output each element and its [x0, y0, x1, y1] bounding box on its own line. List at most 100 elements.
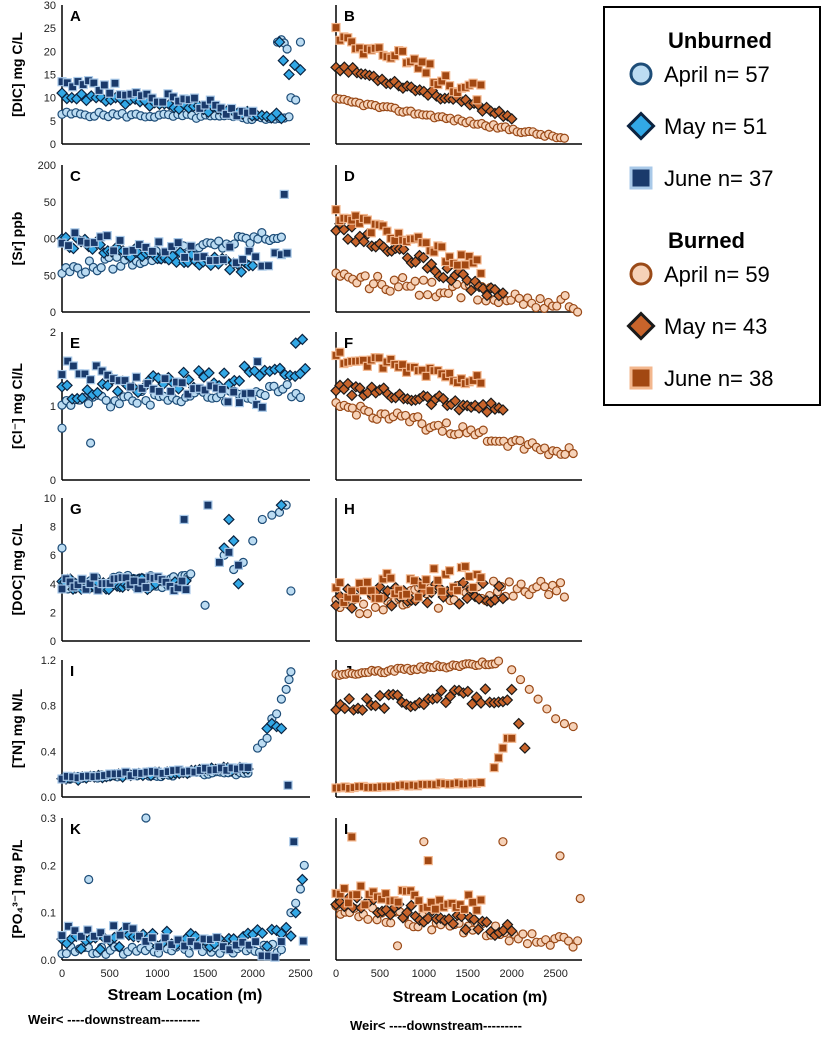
- data-point: [262, 733, 272, 743]
- data-point: [423, 855, 433, 866]
- data-point: [480, 916, 493, 928]
- data-point: [282, 248, 292, 258]
- data-point: [110, 78, 120, 88]
- data-point: [154, 237, 164, 247]
- data-point: [427, 925, 437, 935]
- data-point: [77, 574, 87, 584]
- data-point: [96, 928, 106, 938]
- data-point: [233, 375, 246, 387]
- data-point: [493, 753, 504, 763]
- data-point: [472, 905, 482, 915]
- y-tick-label: 8: [50, 522, 56, 534]
- data-point: [137, 383, 147, 394]
- data-point: [263, 261, 274, 271]
- panel-letter-G: G: [70, 501, 82, 518]
- data-point: [339, 883, 349, 894]
- data-point: [464, 571, 474, 582]
- data-point: [141, 813, 151, 823]
- data-point: [429, 564, 439, 574]
- data-point: [221, 109, 231, 119]
- data-point: [227, 535, 240, 547]
- data-point: [524, 684, 534, 694]
- legend-marker-unburned-may: [626, 111, 656, 141]
- data-point: [456, 293, 466, 303]
- data-point: [296, 873, 309, 886]
- data-point: [385, 286, 395, 296]
- data-point: [430, 904, 441, 914]
- data-point: [284, 112, 294, 122]
- data-point: [545, 940, 555, 950]
- data-point: [286, 667, 296, 677]
- data-point: [276, 694, 286, 704]
- data-point: [356, 881, 366, 891]
- series-burned-may: [330, 683, 531, 754]
- data-point: [497, 287, 509, 299]
- data-point: [357, 235, 370, 248]
- data-point: [355, 609, 365, 619]
- data-point: [555, 851, 565, 861]
- data-point: [378, 605, 388, 615]
- y-tick-label: 25: [44, 23, 56, 35]
- data-point: [109, 921, 119, 931]
- y-tick-label: 50: [44, 197, 56, 209]
- data-point: [568, 448, 578, 459]
- data-point: [295, 392, 306, 403]
- data-point: [540, 582, 550, 592]
- data-point: [70, 228, 80, 238]
- data-point: [295, 37, 306, 47]
- data-point: [183, 389, 193, 399]
- data-point: [91, 361, 101, 371]
- data-point: [282, 380, 292, 390]
- data-point: [113, 940, 126, 953]
- data-point: [331, 22, 341, 33]
- data-point: [101, 395, 111, 406]
- data-point: [350, 211, 361, 221]
- y-tick-label: 0: [50, 307, 56, 319]
- data-point: [173, 238, 183, 248]
- panel-C: C 0 50 00 50 200 [Sr] ppb: [9, 160, 310, 319]
- data-point: [504, 936, 514, 946]
- data-point: [504, 577, 514, 587]
- data-point: [61, 379, 73, 392]
- panel-letter-C: C: [70, 168, 81, 185]
- data-point: [413, 412, 423, 422]
- data-point: [476, 777, 486, 788]
- data-point: [535, 294, 545, 304]
- data-point: [559, 133, 570, 143]
- data-point: [559, 592, 570, 602]
- data-point: [437, 242, 447, 252]
- data-point: [226, 103, 237, 114]
- data-point: [280, 921, 293, 934]
- data-point: [281, 684, 291, 694]
- data-point: [89, 78, 99, 88]
- data-point: [335, 577, 345, 588]
- panel-D: D: [330, 165, 583, 317]
- data-point: [409, 576, 419, 586]
- data-point: [167, 940, 177, 950]
- data-point: [63, 356, 73, 366]
- data-point: [455, 910, 468, 923]
- data-point: [398, 359, 408, 370]
- data-point: [544, 589, 554, 600]
- data-point: [555, 578, 566, 588]
- data-point: [551, 714, 561, 724]
- data-point: [419, 837, 429, 847]
- y-axis-label-K: [PO₄³⁻] mg P/L: [9, 839, 25, 938]
- data-point: [57, 369, 67, 380]
- y-tick-label: 00: [44, 234, 56, 246]
- data-point: [102, 934, 112, 944]
- data-point: [393, 897, 403, 907]
- data-point: [460, 561, 470, 572]
- data-point: [282, 44, 292, 54]
- data-point: [273, 36, 286, 48]
- data-point: [225, 945, 235, 955]
- data-point: [250, 937, 261, 947]
- data-point: [94, 943, 107, 956]
- data-point: [414, 290, 424, 300]
- data-point: [275, 112, 288, 125]
- data-point: [410, 276, 420, 286]
- data-point: [224, 547, 234, 557]
- data-point: [369, 699, 382, 712]
- panel-B: B: [330, 5, 582, 145]
- x-tick-label: 500: [371, 968, 389, 980]
